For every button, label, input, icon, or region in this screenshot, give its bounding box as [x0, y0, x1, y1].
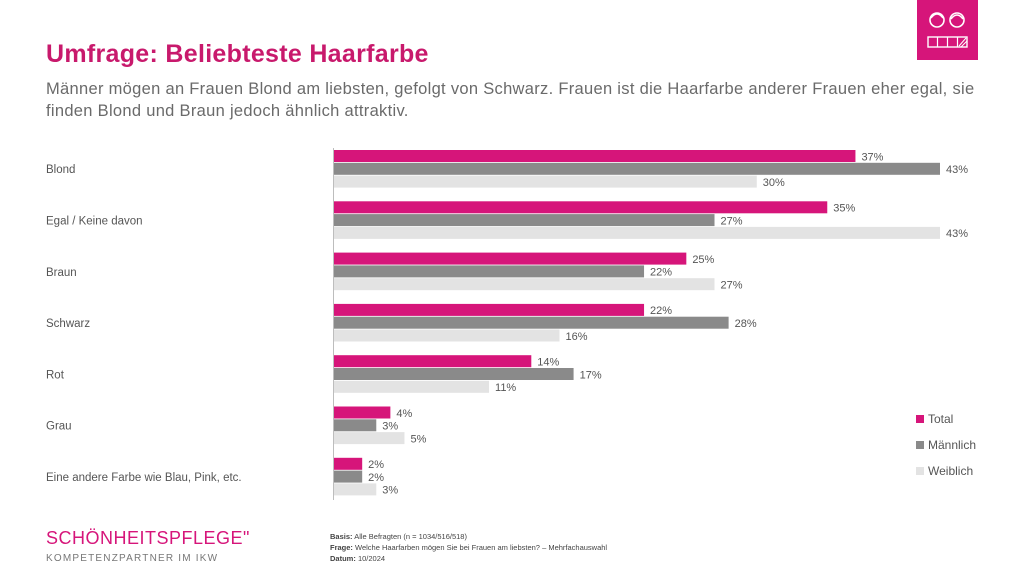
category-label: Eine andere Farbe wie Blau, Pink, etc.: [46, 472, 242, 484]
data-label: 43%: [946, 228, 968, 240]
legend-swatch: [916, 415, 924, 423]
data-label: 3%: [382, 421, 398, 433]
datum-label: Datum:: [330, 554, 356, 563]
category-label: Grau: [46, 421, 72, 433]
bar-total: [334, 457, 363, 470]
bar-männlich: [334, 368, 574, 380]
category-label: Rot: [46, 369, 65, 381]
page-subtitle: Männer mögen an Frauen Blond am liebsten…: [46, 80, 975, 120]
page-title: Umfrage: Beliebteste Haarfarbe: [46, 40, 429, 68]
datum-text: 10/2024: [357, 554, 386, 563]
data-label: 22%: [650, 305, 672, 317]
footnotes: Basis: Alle Befragten (n = 1034/516/518)…: [330, 531, 607, 564]
data-label: 11%: [495, 382, 516, 394]
data-label: 17%: [580, 369, 602, 381]
data-label: 27%: [721, 215, 743, 227]
bar-männlich: [334, 316, 729, 329]
legend-label: Weiblich: [928, 464, 973, 478]
category-label: Schwarz: [46, 318, 90, 330]
bar-weiblich: [334, 175, 757, 188]
data-label: 37%: [861, 151, 883, 163]
data-label: 25%: [692, 254, 714, 266]
bar-weiblich: [334, 483, 377, 496]
bar-total: [334, 406, 391, 419]
brand-tagline: KOMPETENZPARTNER IM IKW: [46, 553, 219, 564]
category-label: Braun: [46, 267, 77, 279]
data-label: 3%: [382, 485, 398, 497]
legend-swatch: [916, 467, 924, 475]
data-label: 4%: [396, 408, 412, 420]
bar-weiblich: [334, 278, 715, 291]
legend-label: Total: [928, 412, 953, 426]
data-label: 43%: [946, 164, 968, 176]
bar-männlich: [334, 265, 645, 278]
legend-swatch: [916, 441, 924, 449]
data-label: 22%: [650, 267, 672, 279]
bar-weiblich: [334, 380, 490, 393]
legend-label: Männlich: [928, 438, 976, 452]
bar-weiblich: [334, 226, 940, 239]
bar-männlich: [334, 419, 377, 432]
category-label: Egal / Keine davon: [46, 216, 143, 228]
frage-text: Welche Haarfarben mögen Sie bei Frauen a…: [355, 543, 608, 552]
bar-männlich: [334, 214, 715, 227]
basis-text: Alle Befragten (n = 1034/516/518): [354, 532, 467, 541]
bar-männlich: [334, 162, 940, 175]
data-label: 28%: [735, 318, 757, 330]
data-label: 35%: [833, 203, 855, 215]
people-and-hair-swatch-icon: [917, 0, 978, 60]
data-label: 2%: [368, 472, 384, 484]
data-label: 30%: [763, 177, 785, 189]
data-label: 14%: [537, 357, 559, 369]
data-label: 27%: [721, 280, 743, 292]
bar-total: [334, 150, 856, 162]
brand-logo: SCHÖNHEITSPFLEGE": [46, 528, 250, 548]
bar-weiblich: [334, 432, 405, 445]
data-label: 5%: [410, 433, 426, 445]
bar-total: [334, 201, 828, 214]
bar-weiblich: [334, 329, 560, 342]
category-label: Blond: [46, 164, 75, 176]
frage-label: Frage:: [330, 543, 353, 552]
bar-männlich: [334, 470, 363, 483]
bar-total: [334, 303, 645, 316]
bar-total: [334, 252, 687, 265]
basis-label: Basis:: [330, 532, 353, 541]
data-label: 16%: [565, 331, 587, 343]
bar-total: [334, 355, 532, 368]
data-label: 2%: [368, 459, 384, 471]
